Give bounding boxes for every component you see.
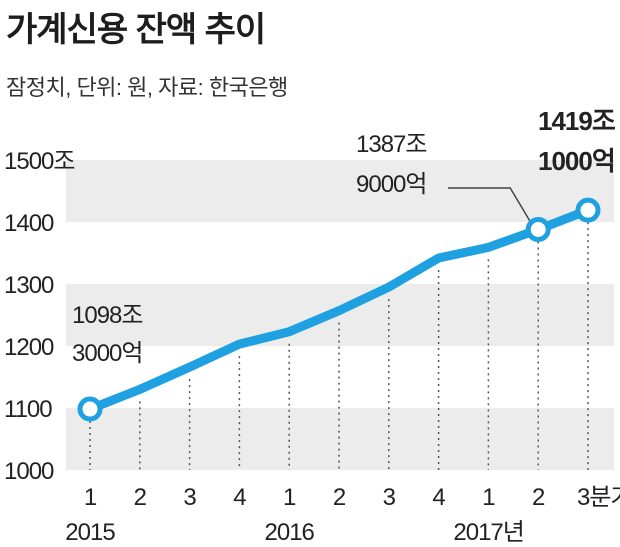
x-tick-label: 1 <box>482 484 495 511</box>
x-tick-label: 4 <box>233 484 246 511</box>
data-label: 3000억 <box>72 340 142 367</box>
y-tick-label: 1300 <box>4 272 54 299</box>
y-tick-label: 1500조 <box>4 148 74 175</box>
data-point-marker <box>575 197 601 223</box>
data-label: 1387조 <box>356 131 426 158</box>
data-label: 1098조 <box>72 302 142 329</box>
x-tick-label: 2 <box>134 484 147 511</box>
data-label: 1000억 <box>538 146 615 176</box>
annotation-leader <box>448 187 531 222</box>
x-tick-label: 1 <box>283 484 296 511</box>
chart-subtitle: 잠정치, 단위: 원, 자료: 한국은행 <box>6 75 288 100</box>
year-label: 2017년 <box>453 519 523 546</box>
year-label: 2015 <box>65 519 115 546</box>
data-label: 9000억 <box>356 171 426 198</box>
chart-title: 가계신용 잔액 추이 <box>6 11 266 49</box>
data-point-marker <box>525 217 551 243</box>
x-tick-label: 1 <box>84 484 97 511</box>
y-tick-label: 1100 <box>4 396 52 423</box>
x-tick-label: 4 <box>432 484 445 511</box>
year-label: 2016 <box>265 519 315 546</box>
y-tick-label: 1000 <box>4 458 54 485</box>
grid-band <box>66 408 614 470</box>
grid-band <box>66 160 614 222</box>
x-tick-label: 3분기 <box>577 484 620 511</box>
x-tick-label: 3 <box>383 484 396 511</box>
x-tick-label: 3 <box>183 484 196 511</box>
y-tick-label: 1200 <box>4 334 54 361</box>
x-tick-label: 2 <box>532 484 545 511</box>
y-tick-label: 1400 <box>4 210 54 237</box>
series-line <box>85 205 593 414</box>
x-tick-label: 2 <box>333 484 346 511</box>
data-label: 1419조 <box>538 106 616 136</box>
data-point-marker <box>77 396 103 422</box>
